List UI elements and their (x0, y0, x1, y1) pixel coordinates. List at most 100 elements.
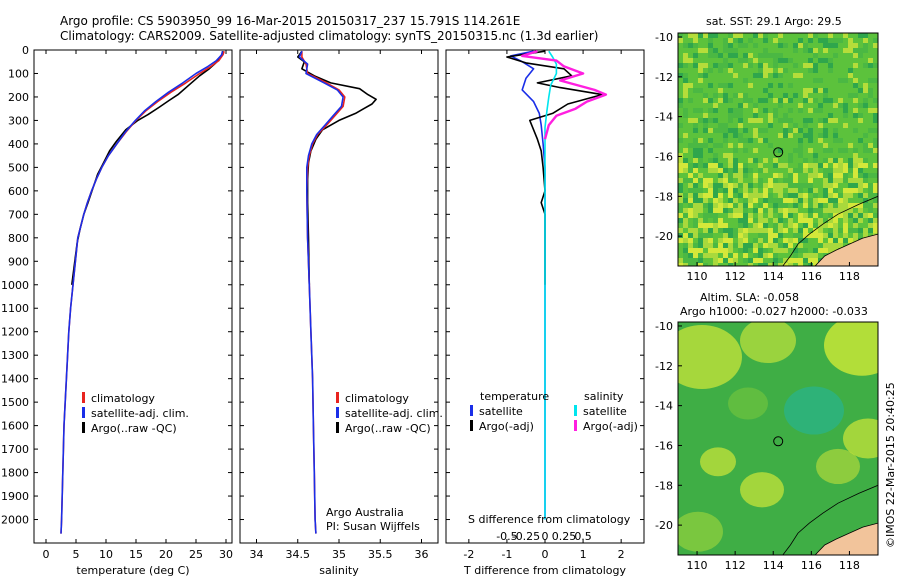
map-cell (863, 83, 868, 88)
map-cell (728, 263, 733, 266)
map-cell (863, 148, 868, 153)
map-cell (718, 98, 723, 103)
map-cell (723, 93, 728, 98)
map-cell (848, 238, 853, 243)
map-cell (683, 73, 688, 78)
map-cell (848, 163, 853, 168)
map-cell (808, 133, 813, 138)
imos-credit: ©IMOS 22-Mar-2015 20:40:25 (884, 382, 897, 548)
map-cell (793, 43, 798, 48)
map-cell (763, 63, 768, 68)
map-cell (788, 153, 793, 158)
map-cell (758, 213, 763, 218)
map-cell (713, 33, 718, 38)
map-cell (743, 183, 748, 188)
map-cell (688, 43, 693, 48)
map-cell (853, 188, 858, 193)
map-cell (703, 203, 708, 208)
y-tick-label: -16 (655, 150, 673, 163)
x-tick-label: 114 (763, 270, 784, 283)
map-cell (693, 148, 698, 153)
map-cell (728, 63, 733, 68)
map-cell (703, 178, 708, 183)
map-cell (873, 63, 878, 68)
map-cell (708, 213, 713, 218)
legend-item-climatology: climatology (82, 391, 189, 406)
map-cell (738, 108, 743, 113)
map-cell (748, 243, 753, 248)
map-cell (853, 163, 858, 168)
map-cell (728, 178, 733, 183)
map-cell (843, 163, 848, 168)
map-cell (863, 33, 868, 38)
y-tick-label: 1100 (1, 302, 29, 315)
map-cell (773, 178, 778, 183)
map-cell (788, 58, 793, 63)
map-cell (703, 238, 708, 243)
y-tick-label: 700 (8, 208, 29, 221)
map-cell (698, 173, 703, 178)
map-cell (798, 128, 803, 133)
map-cell (758, 53, 763, 58)
y-tick-label: -20 (655, 230, 673, 243)
map-cell (813, 188, 818, 193)
map-cell (713, 223, 718, 228)
map-cell (853, 148, 858, 153)
series-line-temperature-argo-adj- (506, 50, 603, 285)
map-cell (778, 233, 783, 238)
sla-map-subtitle: Argo h1000: -0.027 h2000: -0.033 (680, 305, 868, 318)
annotation-line: Argo Australia (326, 506, 404, 519)
map-blob (740, 322, 796, 364)
map-cell (733, 33, 738, 38)
map-cell (813, 168, 818, 173)
map-cell (718, 63, 723, 68)
map-cell (813, 68, 818, 73)
map-cell (738, 238, 743, 243)
map-cell (823, 88, 828, 93)
map-cell (708, 178, 713, 183)
map-cell (808, 188, 813, 193)
map-cell (708, 203, 713, 208)
map-cell (743, 148, 748, 153)
map-cell (698, 153, 703, 158)
map-cell (793, 258, 798, 263)
map-cell (803, 233, 808, 238)
map-cell (808, 233, 813, 238)
map-cell (788, 263, 793, 266)
map-cell (773, 53, 778, 58)
map-cell (803, 223, 808, 228)
map-cell (778, 33, 783, 38)
map-cell (678, 158, 683, 163)
map-cell (788, 108, 793, 113)
map-cell (833, 103, 838, 108)
map-cell (863, 63, 868, 68)
map-cell (873, 203, 878, 208)
map-cell (753, 128, 758, 133)
map-cell (703, 253, 708, 258)
map-cell (738, 178, 743, 183)
map-cell (743, 163, 748, 168)
map-cell (763, 188, 768, 193)
map-cell (863, 228, 868, 233)
map-cell (868, 218, 873, 223)
map-cell (723, 133, 728, 138)
map-cell (838, 178, 843, 183)
map-cell (848, 68, 853, 73)
map-cell (678, 98, 683, 103)
map-cell (868, 93, 873, 98)
map-cell (708, 158, 713, 163)
map-cell (773, 208, 778, 213)
map-cell (838, 78, 843, 83)
map-cell (778, 203, 783, 208)
map-cell (748, 203, 753, 208)
map-cell (818, 173, 823, 178)
map-cell (778, 228, 783, 233)
map-cell (708, 228, 713, 233)
map-cell (723, 248, 728, 253)
map-cell (858, 48, 863, 53)
top-tick-label: 0.25 (552, 530, 577, 543)
map-cell (683, 53, 688, 58)
legend-label: Argo(..raw -QC) (91, 422, 177, 435)
map-cell (848, 193, 853, 198)
map-field (678, 322, 878, 555)
